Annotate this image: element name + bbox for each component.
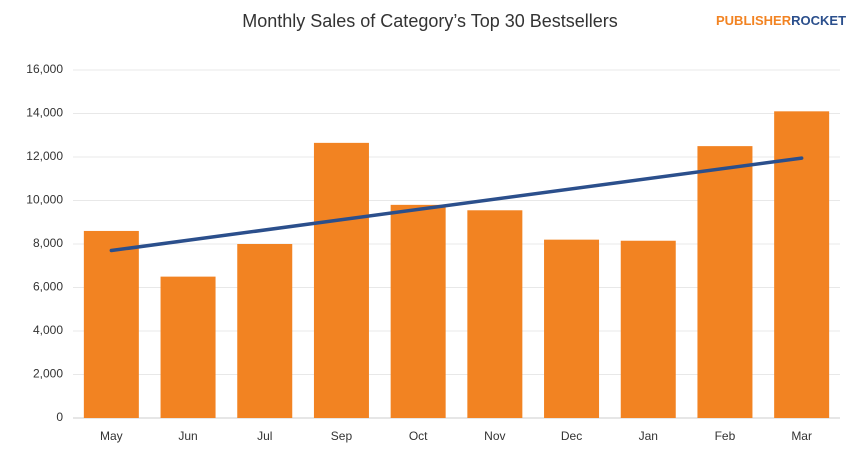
x-tick-label: Dec [561, 429, 582, 443]
x-tick-label: Oct [409, 429, 428, 443]
bar [774, 111, 830, 418]
bar [544, 239, 600, 418]
bar [620, 240, 676, 418]
y-tick-label: 12,000 [26, 149, 63, 163]
y-tick-label: 6,000 [33, 280, 63, 294]
bar [237, 244, 293, 418]
logo: PUBLISHERROCKET [716, 13, 846, 28]
bar [160, 276, 216, 418]
x-tick-label: May [100, 429, 123, 443]
trend-line [109, 156, 804, 253]
bar [390, 204, 446, 418]
x-tick-label: Jan [639, 429, 658, 443]
chart-title: Monthly Sales of Category’s Top 30 Bests… [242, 11, 618, 31]
x-tick-label: Feb [715, 429, 736, 443]
logo-part: PUBLISHER [716, 13, 792, 28]
y-tick-label: 14,000 [26, 106, 63, 120]
y-tick-label: 8,000 [33, 236, 63, 250]
bar [83, 230, 139, 418]
bar [697, 146, 753, 418]
x-tick-label: Jul [257, 429, 272, 443]
y-tick-label: 16,000 [26, 62, 63, 76]
y-tick-label: 0 [56, 410, 63, 424]
y-tick-label: 4,000 [33, 323, 63, 337]
logo-part: ROCKET [791, 13, 846, 28]
bar [313, 142, 369, 419]
x-tick-label: Mar [791, 429, 812, 443]
y-tick-label: 2,000 [33, 367, 63, 381]
x-tick-label: Sep [331, 429, 353, 443]
y-tick-label: 10,000 [26, 193, 63, 207]
bar [467, 210, 523, 418]
x-tick-label: Nov [484, 429, 505, 443]
x-tick-label: Jun [178, 429, 197, 443]
